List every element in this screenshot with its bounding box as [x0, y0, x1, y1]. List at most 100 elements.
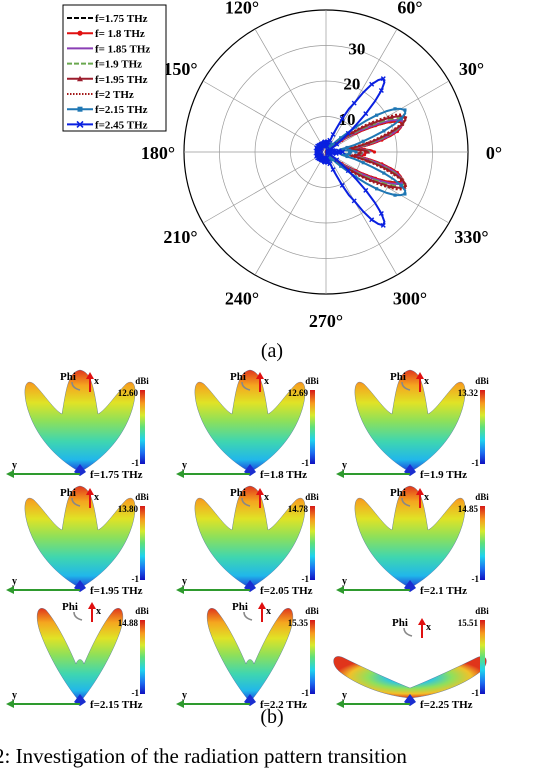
legend-marker — [77, 30, 83, 36]
series-marker — [331, 142, 335, 146]
legend-label: f=2.15 THz — [95, 104, 148, 116]
frequency-label: f=2.2 THz — [260, 699, 307, 711]
series-marker — [365, 150, 370, 154]
legend-label: f=2 THz — [95, 89, 134, 101]
colorbar-max: 12.69 — [288, 388, 309, 398]
polar-spoke — [254, 151, 327, 276]
series-marker — [330, 167, 336, 173]
x-axis-label: x — [266, 606, 271, 617]
series-marker — [385, 132, 390, 136]
pattern-body — [194, 485, 306, 589]
angle-tick-label: 240° — [225, 288, 259, 308]
colorbar-min: -1 — [302, 458, 310, 468]
pattern-panel: x Phi y f=2.25 THz dBi 15.51 -1 — [333, 606, 489, 711]
series-marker — [362, 153, 367, 157]
phi-label: Phi — [390, 371, 406, 383]
series-marker — [330, 131, 336, 137]
colorbar — [310, 620, 315, 694]
phi-arrow — [401, 381, 411, 391]
phi-label: Phi — [230, 371, 246, 383]
legend-label: f=2.45 THz — [95, 119, 148, 131]
series-marker — [326, 150, 332, 156]
angle-tick-label: 30° — [459, 59, 484, 79]
x-axis-arrowhead — [86, 488, 94, 495]
angle-tick-label: 300° — [393, 288, 427, 308]
series-marker — [378, 87, 384, 93]
frequency-label: f=2.15 THz — [90, 699, 143, 711]
y-axis-label: y — [12, 690, 17, 701]
polar-plot: 0°30°60°90°120°150°180°210°240°270°300°3… — [141, 0, 502, 331]
series-marker — [403, 108, 407, 112]
series-marker — [345, 154, 349, 159]
series-marker — [399, 183, 403, 188]
pattern-body — [333, 656, 487, 699]
pattern-panels: x Phi y f=1.75 THz dBi 12.60 -1 x Phi y f=1.8 THz d… — [6, 369, 489, 711]
series-marker — [393, 107, 397, 111]
angle-tick-label: 120° — [225, 0, 259, 18]
subfigure-a-caption: (a) — [260, 340, 284, 362]
colorbar-unit: dBi — [305, 376, 319, 386]
frequency-label: f=1.75 THz — [90, 469, 143, 481]
legend-marker — [77, 106, 83, 112]
angle-tick-label: 270° — [309, 311, 343, 331]
angle-tick-label: 330° — [454, 227, 488, 247]
series-marker — [369, 217, 375, 223]
polar-legend: f=1.75 THz f= 1.8 THz f= 1.85 THz f=1.9 THz… — [62, 4, 167, 132]
x-axis-arrowhead — [258, 602, 266, 609]
colorbar — [480, 620, 485, 694]
pattern-panel: x Phi y f=1.75 THz dBi 12.60 -1 — [6, 369, 149, 481]
colorbar-unit: dBi — [305, 492, 319, 502]
legend-label: f=1.9 THz — [95, 59, 142, 71]
phi-label: Phi — [390, 487, 406, 499]
colorbar-unit: dBi — [135, 492, 149, 502]
pattern-panel: x Phi y f=1.9 THz dBi 13.32 -1 — [336, 369, 489, 481]
x-axis-arrowhead — [256, 488, 264, 495]
figure-caption: 2: Investigation of the radiation patter… — [0, 744, 407, 768]
legend-label: f= 1.8 THz — [95, 28, 145, 40]
pattern-panel: x Phi y f=2.1 THz dBi 14.85 -1 — [336, 485, 489, 597]
y-axis-label: y — [12, 460, 17, 471]
phi-label: Phi — [232, 601, 248, 613]
x-axis-label: x — [264, 492, 269, 503]
colorbar — [140, 620, 145, 694]
polar-spoke — [325, 28, 398, 153]
series-marker — [351, 198, 357, 204]
colorbar-max: 14.78 — [288, 504, 309, 514]
series-marker — [334, 157, 340, 163]
y-axis-arrowhead — [6, 586, 14, 594]
phi-arrow — [71, 381, 81, 391]
colorbar-max: 12.60 — [118, 388, 139, 398]
colorbar-unit: dBi — [305, 606, 319, 616]
pattern-body — [206, 608, 294, 703]
phi-label: Phi — [62, 601, 78, 613]
colorbar-min: -1 — [132, 458, 140, 468]
y-axis-arrowhead — [336, 586, 344, 594]
pattern-panel: x Phi y f=1.8 THz dBi 12.69 -1 — [176, 369, 319, 481]
legend-box — [62, 4, 167, 132]
y-axis-arrowhead — [6, 700, 14, 708]
series-marker — [354, 125, 358, 129]
radial-tick-label: 10 — [338, 110, 355, 129]
series-marker — [361, 139, 365, 143]
series-marker — [378, 211, 384, 216]
series-marker — [339, 116, 345, 122]
legend-label: f=1.95 THz — [95, 74, 148, 86]
x-axis-label: x — [424, 376, 429, 387]
x-axis-label: x — [426, 622, 431, 633]
angle-tick-label: 180° — [141, 143, 175, 163]
y-axis-label: y — [12, 576, 17, 587]
series-marker — [349, 150, 353, 154]
y-axis-label: y — [182, 576, 187, 587]
polar-spoke — [325, 151, 398, 276]
x-axis-label: x — [94, 492, 99, 503]
legend-label: f=1.75 THz — [95, 13, 148, 25]
series-marker — [385, 167, 390, 172]
legend-marker — [77, 75, 83, 82]
series-marker — [403, 192, 407, 196]
angle-tick-label: 210° — [163, 227, 197, 247]
series-marker — [339, 182, 345, 188]
phi-arrow — [71, 497, 81, 507]
radial-tick-label: 30 — [348, 40, 365, 59]
y-axis-label: y — [342, 690, 347, 701]
series-marker — [339, 136, 343, 140]
